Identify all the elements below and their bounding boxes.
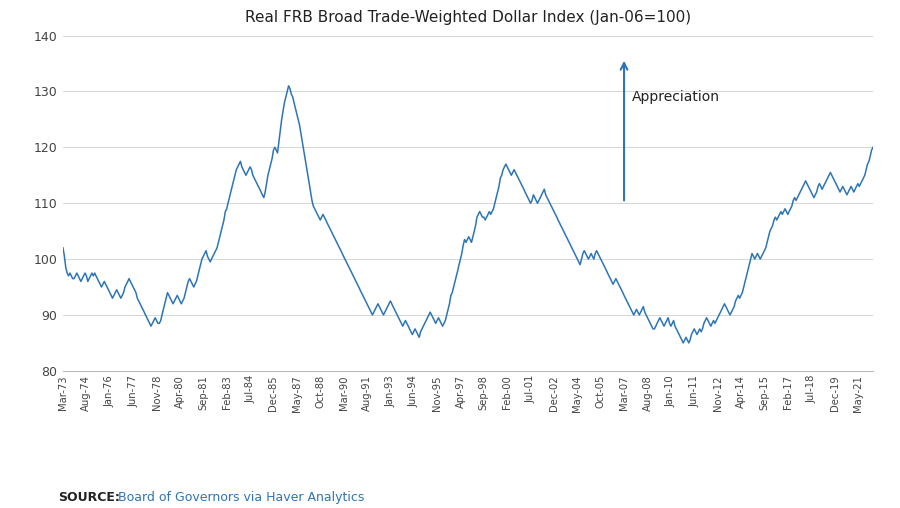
- Text: Appreciation: Appreciation: [633, 90, 720, 104]
- Text: SOURCE:: SOURCE:: [58, 491, 121, 504]
- Title: Real FRB Broad Trade-Weighted Dollar Index (Jan-06=100): Real FRB Broad Trade-Weighted Dollar Ind…: [245, 10, 691, 25]
- Text: Board of Governors via Haver Analytics: Board of Governors via Haver Analytics: [114, 491, 364, 504]
